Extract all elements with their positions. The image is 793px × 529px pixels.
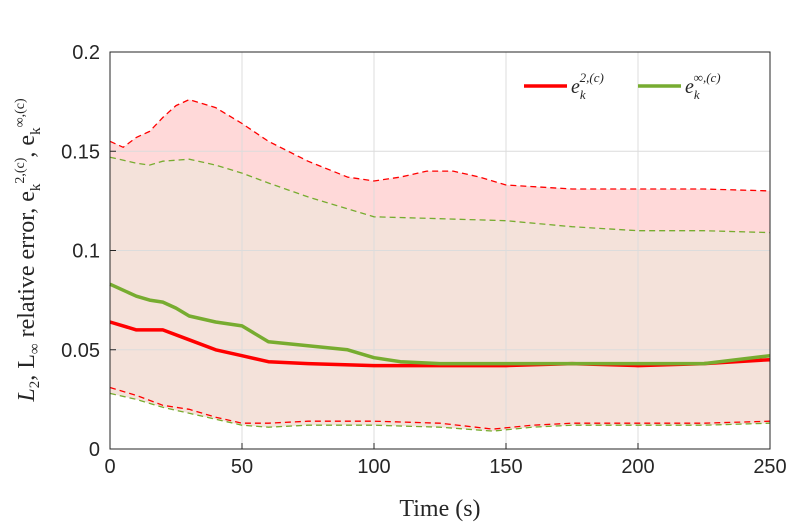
x-tick-labels: 0 50 100 150 200 250 (104, 456, 786, 478)
series-line-linf (109, 282, 771, 366)
x-tick-label: 0 (104, 456, 115, 478)
y-tick-labels: 0 0.05 0.1 0.15 0.2 (61, 42, 100, 461)
x-tick-label: 50 (231, 456, 253, 478)
legend-label-l2: ek2,(c) (571, 70, 604, 102)
plot-frame (109, 51, 771, 450)
upper-bound-linf (109, 156, 771, 234)
upper-bound-l2 (109, 98, 771, 192)
bound-lines (109, 98, 771, 432)
x-tick-label: 150 (489, 456, 522, 478)
x-axis-label: Time (s) (399, 496, 480, 522)
y-axis-label: L2, L∞ relative error, ek2,(c), ek∞,(c) (13, 98, 44, 403)
x-tick-label: 100 (357, 456, 390, 478)
x-tick-label: 250 (753, 456, 786, 478)
legend: ek2,(c) ek∞,(c) (524, 70, 721, 102)
lower-bound-linf (109, 392, 771, 432)
y-tick-label: 0.2 (72, 42, 100, 64)
lower-bound-l2 (109, 386, 771, 430)
y-tick-label: 0 (89, 439, 100, 461)
y-tick-label: 0.05 (61, 340, 100, 362)
y-tick-label: 0.15 (61, 141, 100, 163)
x-tick-label: 200 (621, 456, 654, 478)
y-tick-label: 0.1 (72, 241, 100, 263)
legend-label-linf: ek∞,(c) (685, 70, 721, 102)
series-lines (109, 282, 771, 368)
